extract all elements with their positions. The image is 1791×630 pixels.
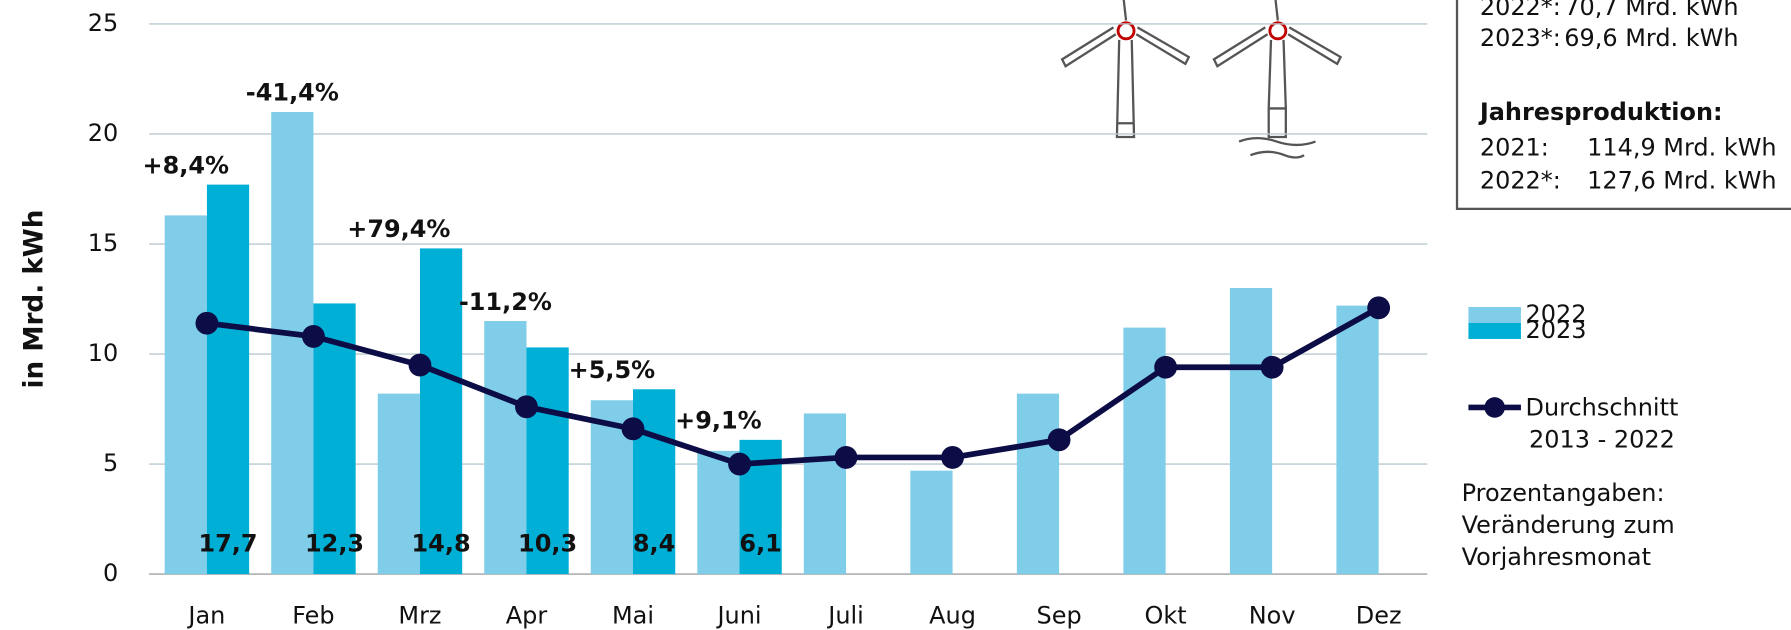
bar [910,470,953,575]
bar [419,248,463,575]
value-label: 8,4 [633,529,675,557]
y-tick-label: 25 [88,9,118,37]
legend-marker [1484,397,1505,418]
info-text: 114,9 Mrd. kWh [1587,133,1776,161]
info-text: 2021: [1480,133,1549,161]
change-label: -11,2% [459,288,552,316]
legend-swatch [1468,322,1521,339]
x-tick-label: Sep [1037,601,1082,629]
info-text: 2022*: [1480,0,1561,21]
line [206,305,1381,467]
line-point [728,452,751,476]
legend-label-box: Durchschnitt 2013 - 2022 [1525,393,1679,454]
info-text: 2023*: [1480,24,1561,52]
bar [1016,393,1060,575]
turbines [1060,0,1343,159]
x-tick-label: Dez [1356,601,1402,629]
line-point [1260,355,1284,379]
value-label: 14,8 [412,529,471,557]
bar [377,393,420,575]
legend-label: 2022 [1526,300,1587,328]
line-point [941,446,964,469]
note: Prozentangaben: Veränderung zum Vorjahre… [1461,479,1675,571]
info-text: 2022*: [1480,166,1561,194]
x-tick-label: Okt [1145,601,1187,629]
legend-label: 2023 [1526,316,1587,344]
y-tick-label: 5 [103,449,118,477]
x-tick-label: Mai [612,601,654,629]
info-text: 127,6 Mrd. kWh [1587,166,1776,194]
change-label: -41,4% [246,79,339,107]
x-tick-label: Jan [186,601,225,629]
info-text: 70,7 Mrd. kWh [1564,0,1738,21]
info-heading: Jahresproduktion: [1478,98,1723,126]
y-axis-label: in Mrd. kWh [19,210,49,389]
change-label: +9,1% [675,407,762,435]
line-point [515,395,538,419]
bar [164,215,207,575]
line-point [621,417,645,441]
bar [484,321,527,575]
x-tick-label: Feb [292,601,334,629]
x-tick-label: Nov [1249,601,1296,629]
x-tick-label: Juni [715,601,761,629]
line-point [195,311,219,335]
value-label: 17,7 [198,529,257,557]
x-tick-label: Aug [929,601,976,629]
x-tick-label: Apr [506,601,548,629]
legend-swatch [1468,307,1521,323]
bar [526,347,569,575]
line-point [302,325,325,348]
line-point [1154,355,1178,379]
info-text: 69,6 Mrd. kWh [1564,24,1738,52]
line-point [1367,296,1391,320]
y-tick-label: 20 [88,119,118,147]
info-box [1455,0,1791,210]
line-point [408,353,432,377]
x-tick-label: Juli [826,601,864,629]
legend-label: Durchschnitt 2013 - 2022 [1525,393,1679,454]
value-label: 6,1 [739,529,781,557]
value-label: 12,3 [305,529,364,557]
y-tick-label: 0 [103,559,118,587]
bar [206,184,250,575]
y-tick-label: 10 [88,339,118,367]
line-point [1047,428,1071,452]
change-label: +79,4% [347,215,450,243]
note-box: Prozentangaben: Veränderung zum Vorjahre… [1461,479,1675,571]
change-label: +5,5% [569,356,656,384]
line-point [834,446,858,469]
x-tick-label: Mrz [398,601,441,629]
change-label: +8,4% [143,151,230,179]
value-label: 10,3 [518,529,577,557]
bar [1229,288,1273,575]
bar [1336,305,1379,575]
bar [803,413,847,575]
y-tick-label: 15 [88,229,118,257]
